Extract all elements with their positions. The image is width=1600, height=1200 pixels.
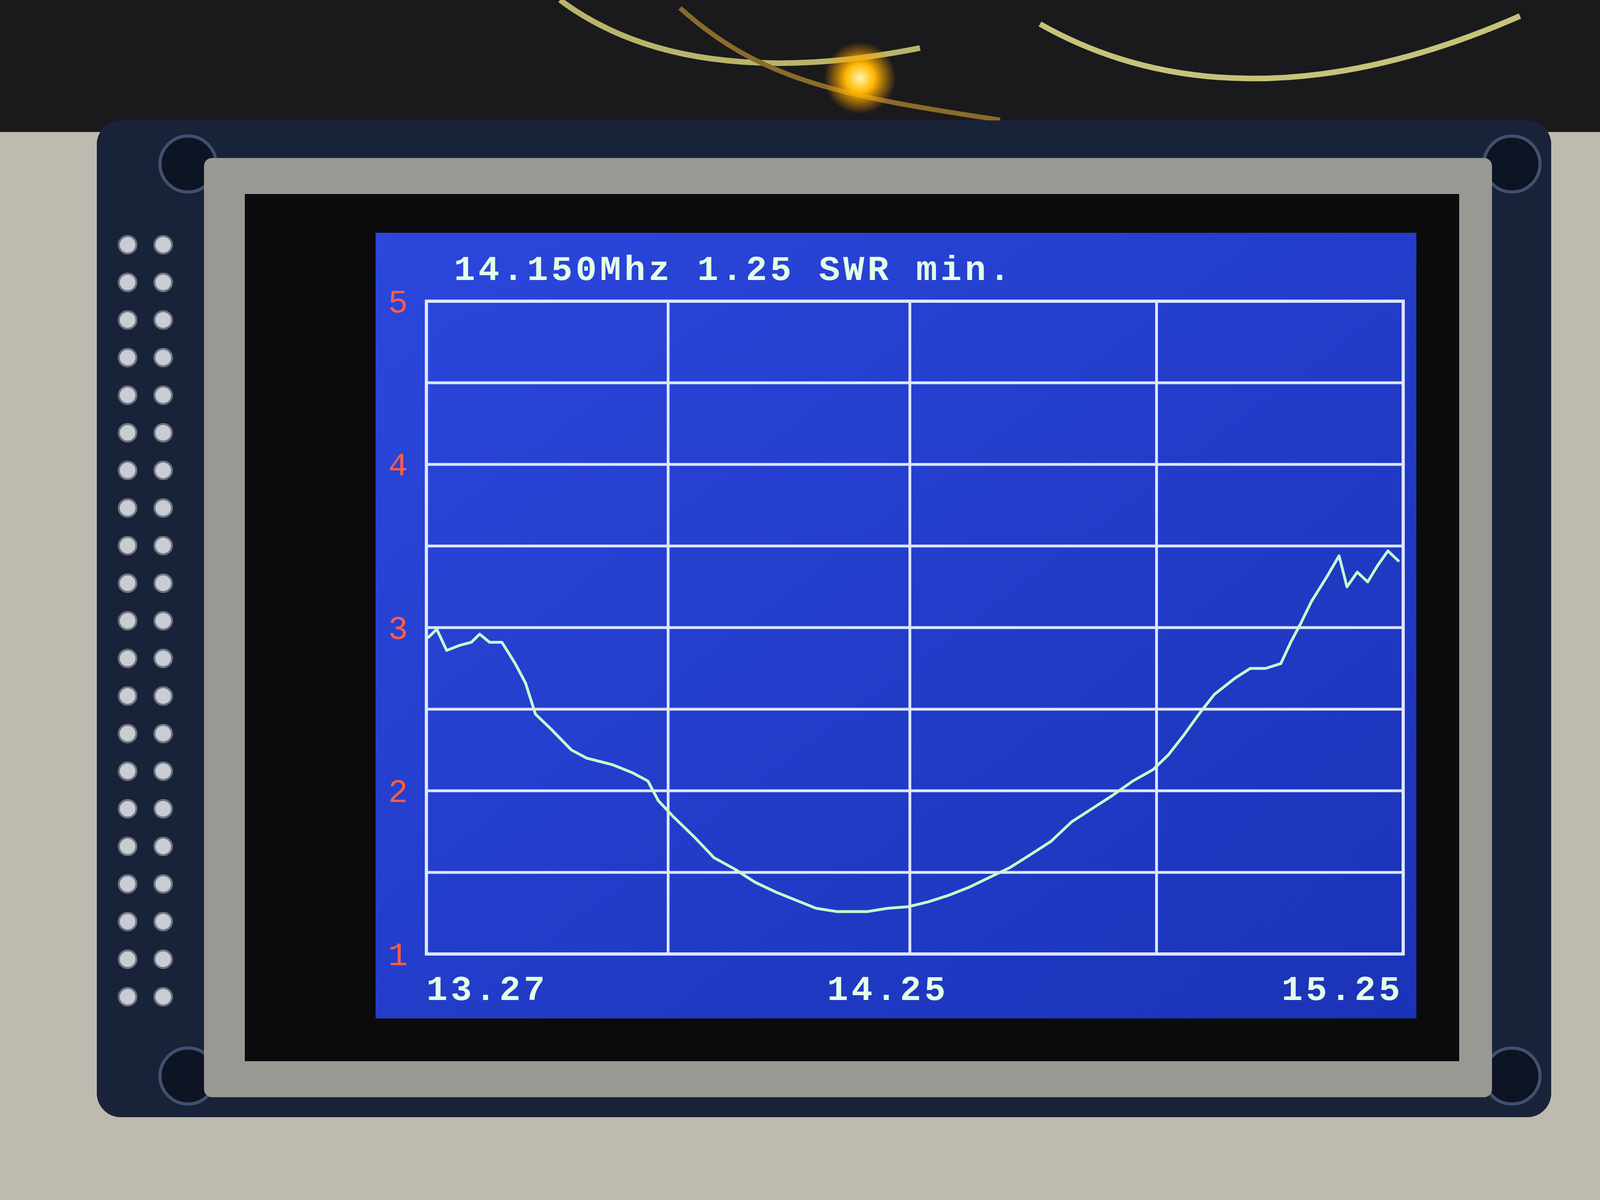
pin <box>118 912 137 931</box>
plot-frame <box>426 301 1404 954</box>
grid-line <box>426 463 1404 466</box>
pin <box>154 837 172 856</box>
y-tick-label: 4 <box>388 448 408 486</box>
x-tick-label: 15.25 <box>1281 970 1404 1011</box>
pin <box>154 236 172 254</box>
glass <box>244 194 1460 1062</box>
y-tick-label: 1 <box>388 938 408 976</box>
scene: 1 2 3 4 5 13.27 14.25 15.25 14.150Mhz 1.25 SWR m… <box>0 0 1600 1200</box>
grid-line <box>426 789 1404 793</box>
x-tick-label: 13.27 <box>426 970 548 1011</box>
pcb <box>96 120 1552 1118</box>
pin <box>118 762 137 780</box>
grid-line <box>908 301 912 954</box>
pin <box>154 348 172 367</box>
pin <box>118 612 137 630</box>
pin <box>118 724 137 743</box>
pin <box>118 236 137 254</box>
pin <box>154 574 172 592</box>
y-tick-label: 2 <box>388 774 408 812</box>
pin <box>154 912 172 931</box>
table <box>0 0 1600 1200</box>
pin <box>154 687 172 705</box>
pin <box>154 950 172 968</box>
pin <box>154 311 172 329</box>
mount-hole <box>1484 1048 1540 1104</box>
pin <box>118 499 137 517</box>
pin <box>154 499 172 517</box>
pin <box>118 800 137 818</box>
plot-marks <box>428 550 1399 912</box>
minor-grid-line <box>426 381 1404 385</box>
pin <box>154 612 172 630</box>
pin <box>118 386 137 404</box>
wire <box>1040 16 1520 79</box>
pin <box>118 837 137 856</box>
mount-hole <box>1484 136 1540 192</box>
minor-grid-line <box>426 871 1404 874</box>
pin <box>118 424 137 442</box>
pin <box>118 536 137 555</box>
pin <box>118 649 137 668</box>
pin <box>154 424 172 442</box>
bezel <box>204 158 1492 1098</box>
pin <box>154 649 172 668</box>
grid-line <box>426 626 1404 630</box>
pin <box>118 687 137 705</box>
pin <box>154 536 172 555</box>
pin <box>154 724 172 743</box>
y-tick-label: 3 <box>388 611 408 649</box>
background-electronics <box>0 0 1600 132</box>
wire <box>680 8 1000 120</box>
pin <box>118 348 137 367</box>
pin <box>154 800 172 818</box>
screen <box>375 232 1417 1019</box>
pin <box>118 574 137 592</box>
pin <box>118 311 137 329</box>
pin <box>118 461 137 480</box>
minor-grid-line <box>426 544 1404 548</box>
pin <box>154 461 172 480</box>
pin <box>154 273 172 292</box>
pin <box>118 988 137 1006</box>
title: 14.150Mhz 1.25 SWR min. <box>454 250 1014 291</box>
swr-line <box>428 550 1399 912</box>
pin <box>154 988 172 1006</box>
y-tick-label: 5 <box>388 285 408 323</box>
led <box>824 42 896 114</box>
pin <box>118 950 137 968</box>
pin <box>154 875 172 893</box>
pin <box>154 386 172 404</box>
pin <box>118 875 137 893</box>
pin <box>118 273 137 292</box>
x-tick-label: 14.25 <box>827 970 949 1011</box>
pin <box>154 762 172 780</box>
minor-grid-line <box>426 708 1404 711</box>
